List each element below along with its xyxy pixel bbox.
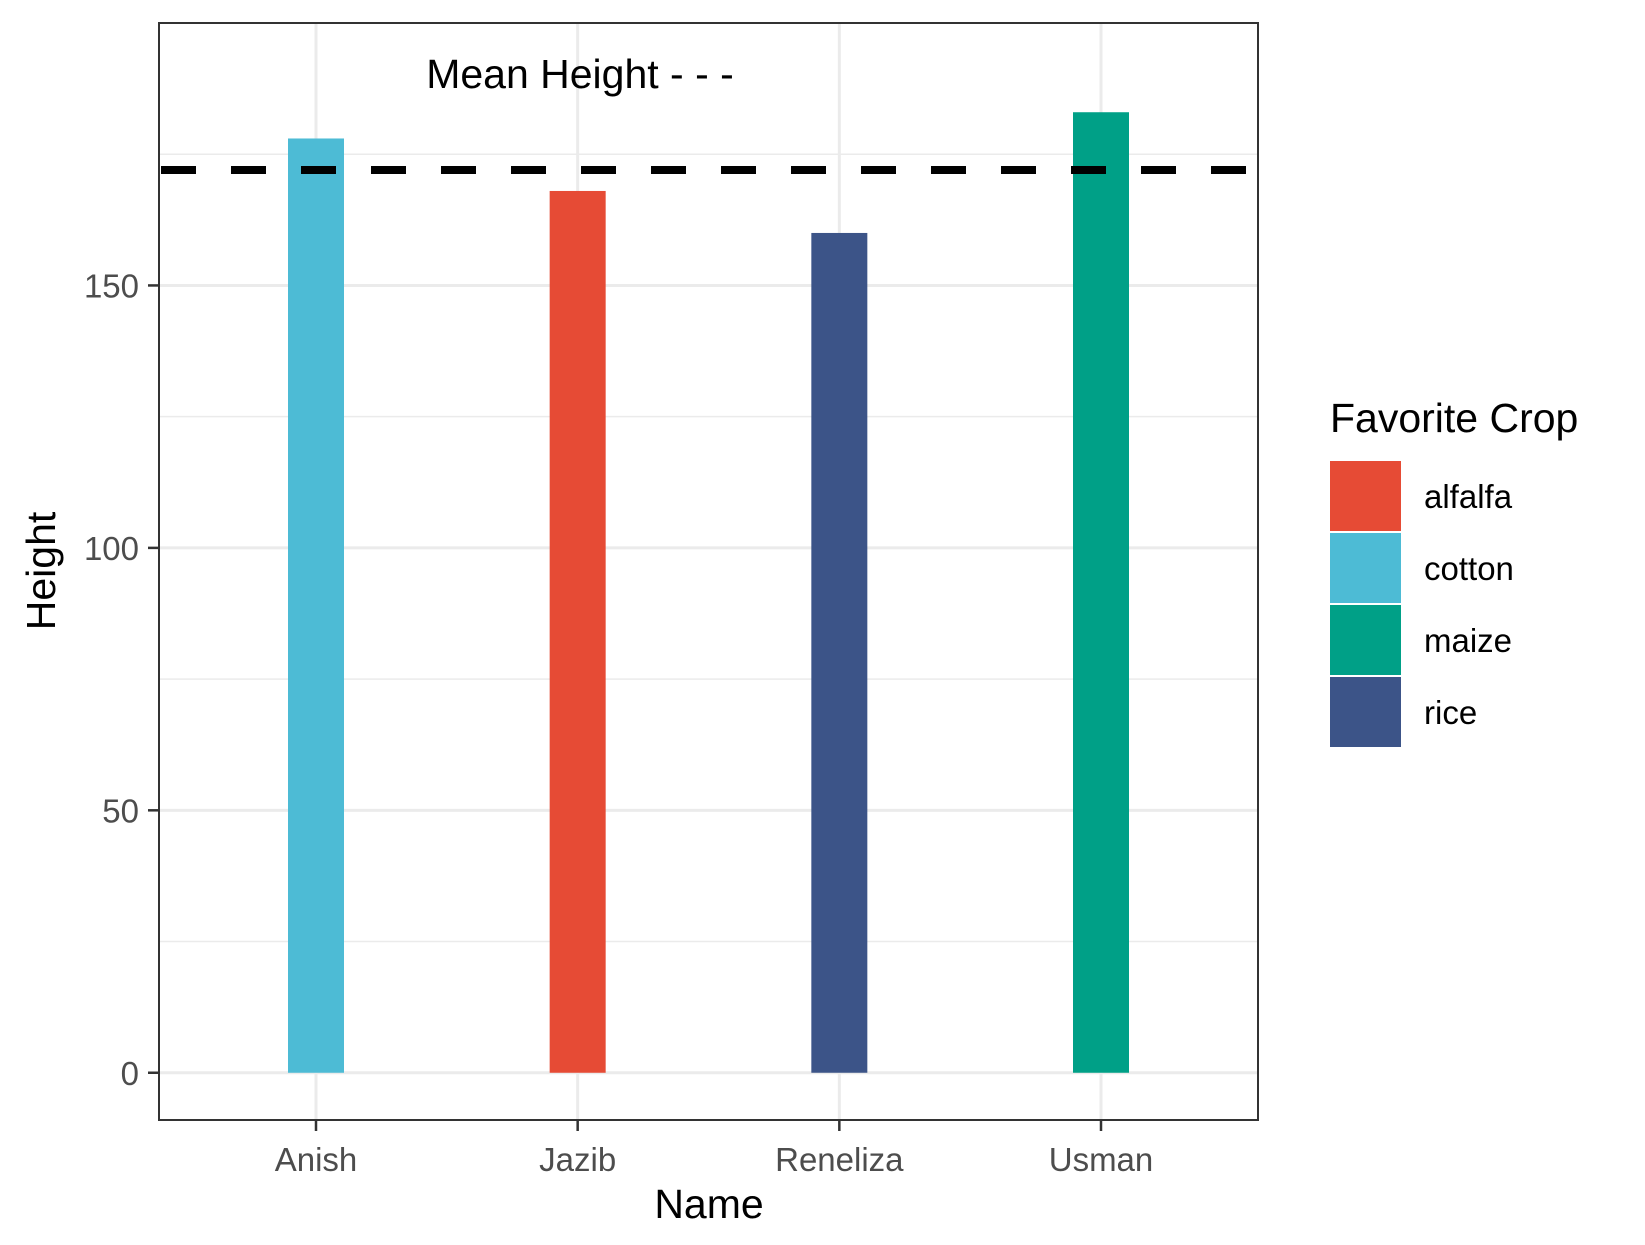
legend-key-maize (1330, 605, 1401, 675)
mean-height-annotation: Mean Height - - - (426, 51, 734, 97)
legend-key-alfalfa (1330, 461, 1401, 531)
x-tick-label: Anish (275, 1141, 358, 1178)
bar-reneliza (811, 232, 868, 1073)
x-tick-label: Jazib (539, 1141, 616, 1178)
y-tick-label: 100 (84, 530, 139, 567)
legend-key-rice (1330, 677, 1401, 747)
x-tick-label: Usman (1049, 1141, 1154, 1178)
bar-jazib (549, 190, 606, 1073)
axis-layer: 0 50 100 150 Anish Jazib Reneliza Usman (84, 267, 1153, 1178)
legend-label-cotton: cotton (1424, 550, 1514, 587)
y-tick-label: 0 (121, 1055, 139, 1092)
legend-entries: alfalfa cotton maize rice (1330, 461, 1514, 747)
bar-usman (1073, 112, 1129, 1073)
x-axis-title: Name (654, 1181, 763, 1227)
x-tick-label: Reneliza (775, 1141, 904, 1178)
legend-label-rice: rice (1424, 694, 1477, 731)
plot-panel-border (158, 22, 1259, 1121)
bar-anish (288, 138, 344, 1073)
y-tick-label: 150 (84, 267, 139, 304)
legend-label-alfalfa: alfalfa (1424, 478, 1513, 515)
bar-layer (288, 112, 1129, 1073)
legend-key-cotton (1330, 533, 1401, 603)
legend-label-maize: maize (1424, 622, 1512, 659)
y-axis-title: Height (18, 511, 64, 630)
y-tick-label: 50 (102, 792, 139, 829)
legend-title: Favorite Crop (1330, 395, 1578, 441)
legend: Favorite Crop alfalfa cotton maize rice (1330, 395, 1578, 747)
